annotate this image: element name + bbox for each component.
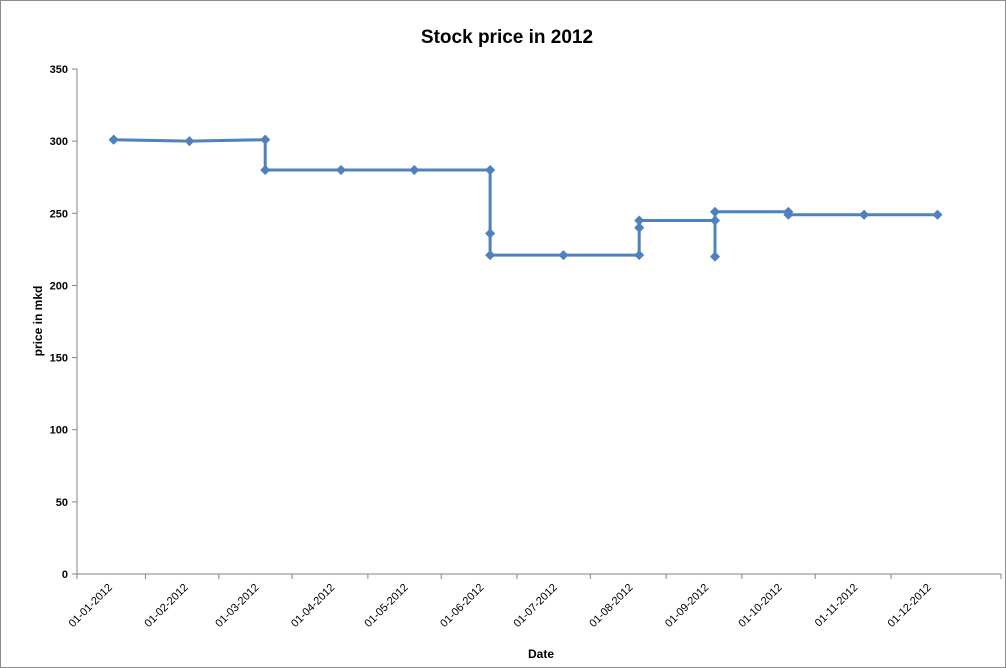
x-tick-label: 01-09-2012 — [663, 582, 711, 630]
y-tick-label: 300 — [50, 136, 68, 148]
data-point-marker — [484, 164, 496, 176]
data-point-marker — [634, 249, 645, 261]
x-tick-label: 01-04-2012 — [289, 582, 337, 630]
data-point-marker — [858, 209, 870, 220]
data-point-marker — [783, 209, 794, 220]
x-tick-label: 01-12-2012 — [886, 582, 934, 630]
data-point-marker — [409, 164, 420, 176]
x-tick-label: 01-10-2012 — [736, 582, 784, 630]
data-point-marker — [335, 164, 347, 176]
data-point-marker — [709, 215, 721, 226]
chart-title: Stock price in 2012 — [421, 27, 593, 48]
x-tick-label: 01-05-2012 — [362, 582, 410, 630]
y-tick-label: 0 — [62, 569, 68, 581]
data-point-marker — [484, 228, 496, 239]
y-tick-label: 200 — [50, 280, 68, 292]
data-point-marker — [260, 164, 271, 176]
data-point-marker — [558, 249, 569, 261]
series-line — [113, 138, 938, 259]
x-tick-label: 01-01-2012 — [67, 582, 115, 630]
y-tick-label: 250 — [50, 208, 68, 220]
x-tick-label: 01-02-2012 — [142, 582, 190, 630]
x-axis: 01-01-2012 01-02-2012 01-03-2012 01-04-2012… — [67, 573, 1002, 630]
data-point-marker — [634, 215, 645, 226]
y-axis: 0 50 100 150 200 250 300 350 — [50, 64, 78, 581]
data-point-marker — [709, 206, 721, 217]
x-tick-label: 01-06-2012 — [438, 582, 486, 630]
x-axis-title: Date — [528, 647, 554, 661]
data-point-marker — [108, 134, 119, 145]
y-tick-label: 350 — [50, 64, 68, 76]
y-tick-label: 100 — [50, 425, 68, 437]
plot-area — [108, 134, 943, 262]
y-tick-label: 50 — [56, 497, 68, 509]
y-tick-label: 150 — [50, 353, 68, 365]
x-tick-label: 01-11-2012 — [813, 582, 861, 630]
y-axis-title: price in mkd — [31, 286, 45, 357]
data-point-marker — [634, 222, 645, 233]
x-tick-label: 01-08-2012 — [587, 582, 635, 630]
data-point-marker — [484, 249, 496, 261]
x-tick-label: 01-07-2012 — [512, 582, 560, 630]
data-point-marker — [932, 209, 943, 220]
data-point-marker — [260, 134, 271, 145]
data-point-marker — [709, 251, 721, 262]
x-tick-label: 01-03-2012 — [213, 582, 261, 630]
data-point-marker — [184, 135, 195, 147]
